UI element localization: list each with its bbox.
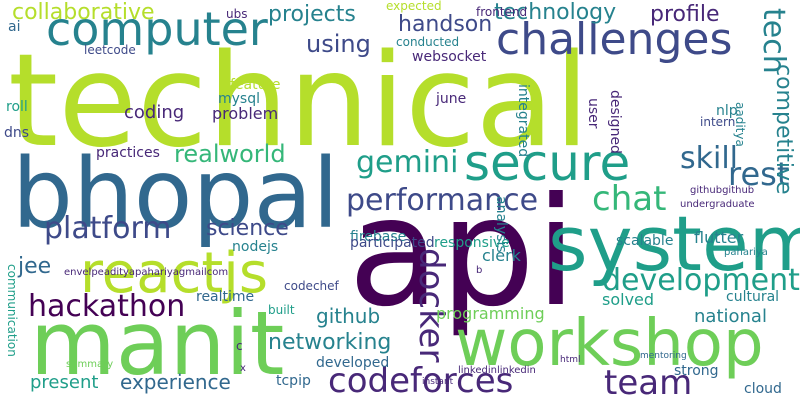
word-solved: solved bbox=[602, 290, 655, 309]
word-email: envelpeadityapahariyagmailcom bbox=[64, 267, 229, 278]
word-team: team bbox=[604, 363, 693, 400]
word-chat: chat bbox=[592, 179, 667, 219]
word-html: html bbox=[560, 355, 581, 365]
word-github: github bbox=[316, 304, 381, 328]
word-c: c bbox=[236, 339, 243, 353]
word-nodejs: nodejs bbox=[232, 239, 279, 255]
word-projects: projects bbox=[268, 2, 356, 27]
word-coding: coding bbox=[124, 102, 185, 123]
word-leetcode: leetcode bbox=[84, 43, 136, 57]
word-experience: experience bbox=[120, 370, 231, 394]
word-analysis: analysis bbox=[493, 196, 509, 253]
word-built: built bbox=[268, 303, 295, 317]
word-codechef: codechef bbox=[284, 279, 339, 293]
word-realtime: realtime bbox=[196, 289, 255, 305]
word-linkedin: linkedinlinkedin bbox=[458, 365, 536, 376]
word-intern: intern bbox=[700, 115, 736, 129]
word-gemini: gemini bbox=[356, 145, 459, 180]
word-manit: manit bbox=[30, 292, 285, 395]
word-codeforces: codeforces bbox=[328, 361, 514, 400]
word-challenges: challenges bbox=[496, 14, 733, 65]
word-summary: summary bbox=[66, 359, 114, 370]
word-performance: performance bbox=[346, 183, 539, 218]
word-roll: roll bbox=[6, 99, 28, 115]
word-undergraduate: undergraduate bbox=[680, 199, 755, 210]
word-june: june bbox=[436, 91, 467, 107]
word-firebase: firebase bbox=[350, 229, 407, 245]
word-b: b bbox=[476, 265, 483, 276]
word-science: science bbox=[206, 216, 289, 241]
word-nlp: nlp bbox=[716, 103, 738, 119]
word-handson: handson bbox=[398, 12, 493, 37]
word-frontend: frontend bbox=[476, 5, 528, 19]
word-development: development bbox=[602, 263, 800, 298]
word-secure: secure bbox=[464, 134, 631, 192]
word-problem: problem bbox=[212, 104, 279, 123]
word-competitive: competitive bbox=[771, 64, 796, 195]
word-instant: instant bbox=[422, 377, 454, 387]
word-ai: ai bbox=[8, 19, 21, 35]
word-cloud: cloud bbox=[744, 381, 782, 397]
word-clerk: clerk bbox=[482, 246, 521, 265]
word-workshop: workshop bbox=[455, 307, 764, 381]
word-githubgithub: githubgithub bbox=[690, 185, 755, 196]
word-communication: communication bbox=[5, 264, 19, 357]
word-developed: developed bbox=[316, 355, 390, 371]
word-system: system bbox=[548, 199, 800, 288]
word-reactjs: reactjs bbox=[80, 241, 269, 306]
word-technology: technology bbox=[494, 0, 617, 25]
word-jee: jee bbox=[18, 254, 52, 279]
word-designed: designed bbox=[607, 90, 623, 154]
word-feature: feature bbox=[230, 77, 281, 93]
word-mysql: mysql bbox=[218, 91, 260, 107]
word-profile: profile bbox=[650, 2, 720, 27]
word-mentoring: mentoring bbox=[640, 351, 687, 361]
word-integrated: integrated bbox=[515, 84, 531, 158]
word-user: user bbox=[585, 98, 601, 129]
word-networking: networking bbox=[268, 330, 392, 355]
word-cultural: cultural bbox=[726, 289, 780, 305]
word-websocket: websocket bbox=[412, 49, 487, 65]
word-practices: practices bbox=[96, 145, 160, 161]
word-strong: strong bbox=[674, 363, 719, 379]
word-rest: rest bbox=[728, 155, 790, 193]
word-ubs: ubs bbox=[226, 7, 248, 21]
word-flutter: flutter bbox=[694, 228, 744, 247]
word-present: present bbox=[30, 372, 99, 393]
word-docker: docker bbox=[411, 248, 451, 363]
word-bhopal: bhopal bbox=[12, 138, 339, 250]
word-tech: tech bbox=[756, 8, 791, 74]
word-pahariya: pahariya bbox=[724, 247, 768, 258]
word-expected: expected bbox=[386, 0, 442, 13]
word-responsive: responsive bbox=[434, 235, 510, 251]
word-computer: computer bbox=[46, 2, 268, 56]
word-national: national bbox=[694, 306, 767, 327]
word-dns: dns bbox=[4, 125, 30, 141]
word-hackathon: hackathon bbox=[28, 289, 186, 324]
word-skill: skill bbox=[680, 141, 739, 176]
word-technical: technical bbox=[8, 27, 590, 176]
word-aaditya: aaditya bbox=[733, 102, 747, 147]
word-collaborative: collaborative bbox=[12, 0, 155, 25]
word-platform: platform bbox=[44, 211, 172, 246]
word-x: x bbox=[240, 363, 246, 374]
word-programming: programming bbox=[436, 304, 545, 323]
word-conducted: conducted bbox=[396, 35, 460, 49]
word-using: using bbox=[306, 30, 371, 58]
word-realworld: realworld bbox=[174, 140, 286, 168]
word-scalable: scalable bbox=[616, 233, 674, 249]
word-tcpip: tcpip bbox=[276, 373, 311, 389]
word-participated: participated bbox=[350, 235, 435, 251]
word-api: api bbox=[348, 166, 577, 340]
